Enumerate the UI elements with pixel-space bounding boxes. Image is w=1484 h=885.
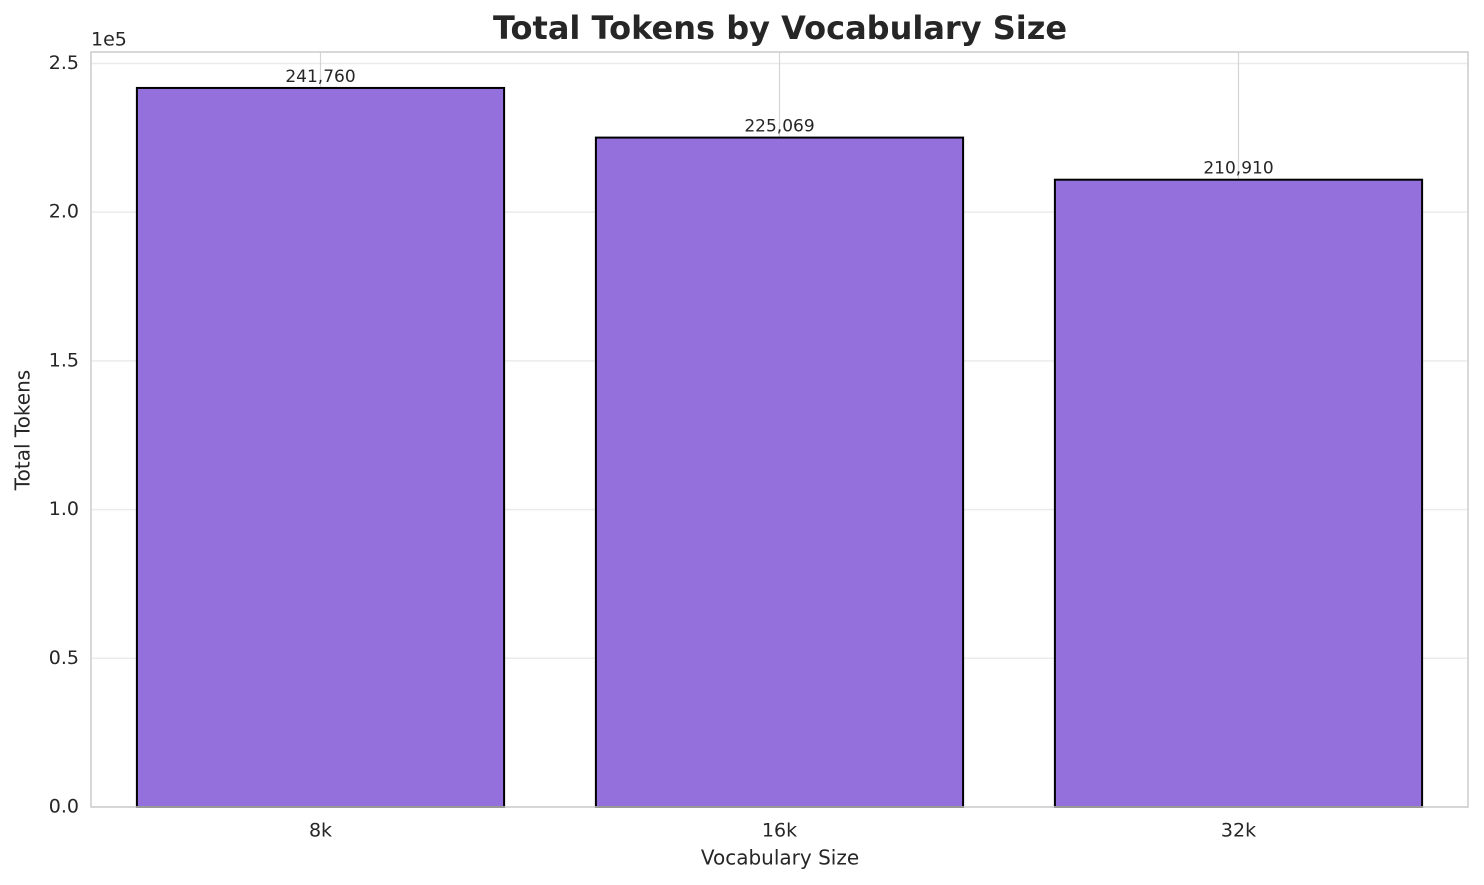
y-offset-label: 1e5 xyxy=(91,29,127,51)
y-tick-label: 0.5 xyxy=(49,647,79,669)
x-tick-label: 16k xyxy=(762,820,797,842)
bar xyxy=(1053,178,1424,808)
x-axis-label: Vocabulary Size xyxy=(701,846,859,870)
bar xyxy=(594,136,965,808)
y-tick-label: 0.0 xyxy=(49,796,79,818)
y-tick-label: 2.5 xyxy=(49,52,79,74)
value-label: 225,069 xyxy=(744,117,814,137)
bar xyxy=(135,86,506,808)
x-tick-label: 8k xyxy=(309,820,332,842)
y-tick-label: 1.0 xyxy=(49,498,79,520)
y-tick-label: 1.5 xyxy=(49,349,79,371)
value-label: 210,910 xyxy=(1203,159,1273,179)
chart-title: Total Tokens by Vocabulary Size xyxy=(493,9,1067,47)
plot-frame xyxy=(90,51,1469,808)
y-tick-label: 2.0 xyxy=(49,201,79,223)
y-axis-label: Total Tokens xyxy=(11,370,35,491)
value-label: 241,760 xyxy=(285,67,355,87)
x-tick-label: 32k xyxy=(1221,820,1256,842)
